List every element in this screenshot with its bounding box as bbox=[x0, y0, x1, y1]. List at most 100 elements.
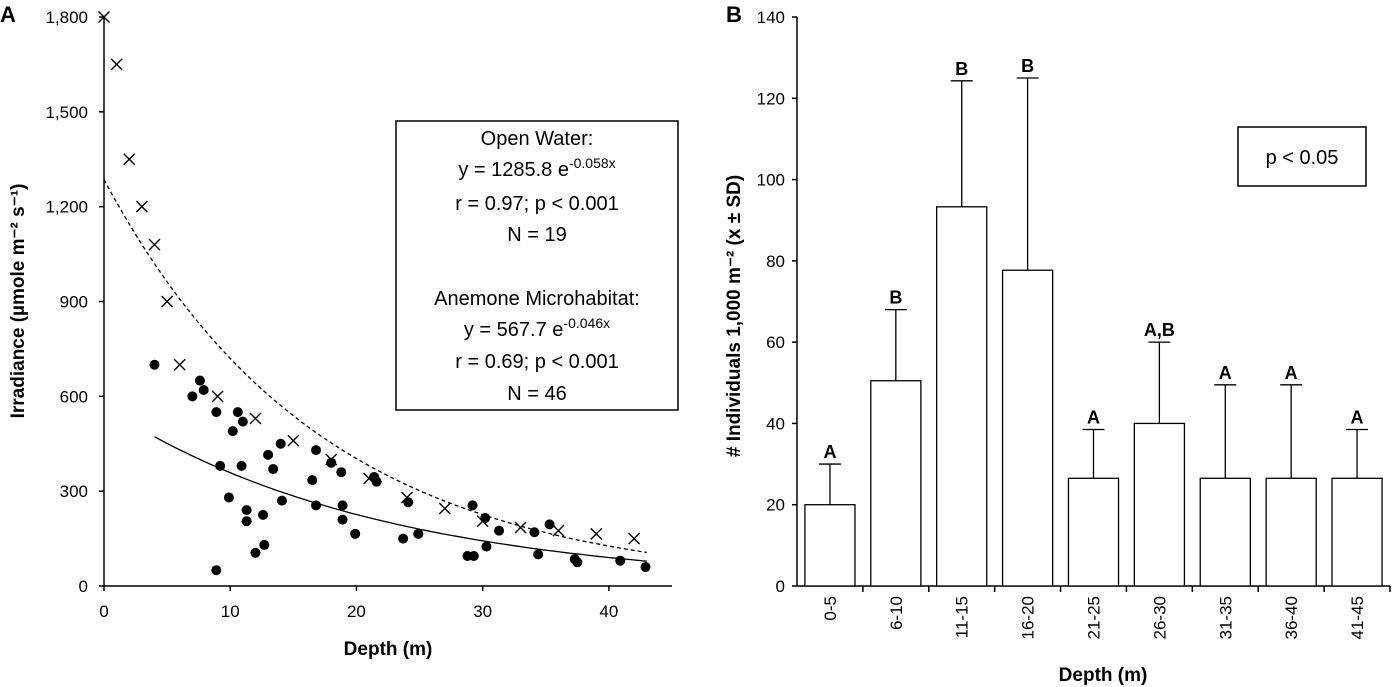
anemone-point bbox=[572, 557, 583, 568]
anemone-point bbox=[413, 528, 424, 539]
panel-a-x-axis-label: Depth (m) bbox=[344, 639, 433, 660]
open-water-point bbox=[110, 58, 123, 71]
open-water-point bbox=[514, 521, 527, 534]
significance-letter: A,B bbox=[1144, 320, 1175, 340]
anemone-point bbox=[337, 514, 348, 525]
anemone-point bbox=[481, 541, 492, 552]
panel-b-y-tick-label: 60 bbox=[766, 333, 785, 352]
open-water-title: Open Water: bbox=[481, 128, 594, 150]
panel-a-x-tick-label: 20 bbox=[347, 602, 366, 621]
anemone-point bbox=[533, 549, 544, 560]
anemone-point bbox=[494, 525, 505, 536]
bar bbox=[936, 206, 988, 587]
panel-a-y-tick-label: 600 bbox=[60, 387, 88, 406]
significance-letter: A bbox=[823, 442, 836, 462]
panel-b-y-tick-label: 120 bbox=[757, 89, 785, 108]
panel-a-y-tick-label: 900 bbox=[60, 293, 88, 312]
panel-b-x-tick-label: 21-25 bbox=[1085, 596, 1104, 639]
panel-b-x-tick-label: 16-20 bbox=[1019, 596, 1038, 639]
anemone-point bbox=[468, 550, 479, 561]
anemone-n: N = 46 bbox=[507, 383, 566, 405]
panel-b-label: B bbox=[726, 2, 742, 27]
anemone-point bbox=[480, 513, 491, 524]
panel-a-y-axis-label: Irradiance (µmole m⁻² s⁻¹) bbox=[8, 184, 29, 419]
anemone-point bbox=[241, 505, 252, 516]
open-water-stats: r = 0.97; p < 0.001 bbox=[455, 193, 618, 215]
anemone-point bbox=[398, 533, 409, 544]
panel-a-x-tick-label: 30 bbox=[473, 602, 492, 621]
bar bbox=[1067, 477, 1120, 587]
anemone-title: Anemone Microhabitat: bbox=[434, 288, 640, 310]
panel-a-legend-box bbox=[395, 120, 679, 411]
anemone-point bbox=[529, 527, 540, 538]
bar bbox=[1331, 477, 1383, 587]
anemone-point bbox=[232, 407, 243, 418]
open-water-point bbox=[161, 295, 174, 308]
anemone-point bbox=[544, 519, 555, 530]
anemone-point bbox=[326, 457, 337, 468]
panel-b-y-tick-label: 40 bbox=[766, 414, 785, 433]
open-water-point bbox=[249, 412, 262, 425]
panel-a-y-tick-label: 300 bbox=[60, 482, 88, 501]
anemone-point bbox=[194, 375, 205, 386]
significance-letter: A bbox=[1285, 363, 1298, 383]
open-water-point bbox=[552, 524, 565, 537]
open-water-point bbox=[590, 527, 603, 540]
open-water-point bbox=[148, 238, 161, 251]
open-water-point bbox=[287, 434, 300, 447]
anemone-point bbox=[403, 497, 414, 508]
open-water-point bbox=[123, 153, 136, 166]
anemone-point bbox=[187, 391, 198, 402]
bar bbox=[870, 380, 922, 587]
open-water-equation: y = 1285.8 e-0.058x bbox=[458, 155, 615, 181]
bar bbox=[1133, 422, 1186, 587]
significance-letter: A bbox=[1087, 408, 1100, 428]
anemone-point bbox=[336, 467, 347, 478]
bar bbox=[1001, 269, 1054, 587]
open-water-point bbox=[211, 390, 224, 403]
anemone-point bbox=[311, 445, 322, 456]
anemone-point bbox=[263, 449, 274, 460]
open-water-point bbox=[438, 502, 451, 515]
panel-b-pvalue-box bbox=[1237, 126, 1367, 187]
open-water-fit-curve bbox=[103, 179, 647, 554]
anemone-point bbox=[350, 528, 361, 539]
panel-a-y-tick-label: 1,500 bbox=[45, 103, 88, 122]
open-water-n: N = 19 bbox=[507, 224, 566, 246]
panel-a-x-tick-label: 10 bbox=[221, 602, 240, 621]
anemone-point bbox=[223, 492, 234, 503]
panel-b-y-tick-label: 20 bbox=[766, 496, 785, 515]
bar bbox=[1265, 477, 1317, 587]
anemone-point bbox=[236, 460, 247, 471]
anemone-point bbox=[275, 438, 286, 449]
anemone-point bbox=[371, 476, 382, 487]
anemone-point bbox=[198, 385, 209, 396]
panel-b-y-axis-label: # Individuals 1,000 m⁻² (x ± SD) bbox=[724, 175, 745, 457]
open-water-point bbox=[135, 200, 148, 213]
anemone-point bbox=[615, 555, 626, 566]
anemone-equation: y = 567.7 e-0.046x bbox=[464, 315, 610, 341]
significance-letter: B bbox=[955, 59, 968, 79]
anemone-point bbox=[467, 500, 478, 511]
panel-a-y-tick-label: 0 bbox=[79, 577, 88, 596]
panel-b-x-tick-label: 26-30 bbox=[1150, 596, 1169, 639]
anemone-fit-curve bbox=[154, 436, 647, 562]
anemone-point bbox=[268, 464, 279, 475]
anemone-point bbox=[307, 475, 318, 486]
panel-b-x-tick-label: 11-15 bbox=[953, 596, 972, 638]
anemone-point bbox=[149, 359, 160, 370]
panel-a-y-tick-label: 1,800 bbox=[45, 8, 88, 27]
panel-a-x-tick-label: 0 bbox=[99, 602, 108, 621]
anemone-point bbox=[215, 460, 226, 471]
panel-b-x-tick-label: 6-10 bbox=[887, 596, 906, 630]
significance-letter: A bbox=[1351, 408, 1364, 428]
panel-b-pvalue: p < 0.05 bbox=[1266, 147, 1339, 169]
significance-letter: A bbox=[1219, 363, 1232, 383]
panel-b-y-tick-label: 80 bbox=[766, 252, 785, 271]
panel-b-x-tick-label: 36-40 bbox=[1282, 596, 1301, 639]
anemone-point bbox=[337, 500, 348, 511]
significance-letter: B bbox=[1021, 56, 1034, 76]
panel-b-x-tick-label: 0-5 bbox=[821, 596, 840, 621]
panel-b-x-tick-label: 31-35 bbox=[1216, 596, 1235, 639]
